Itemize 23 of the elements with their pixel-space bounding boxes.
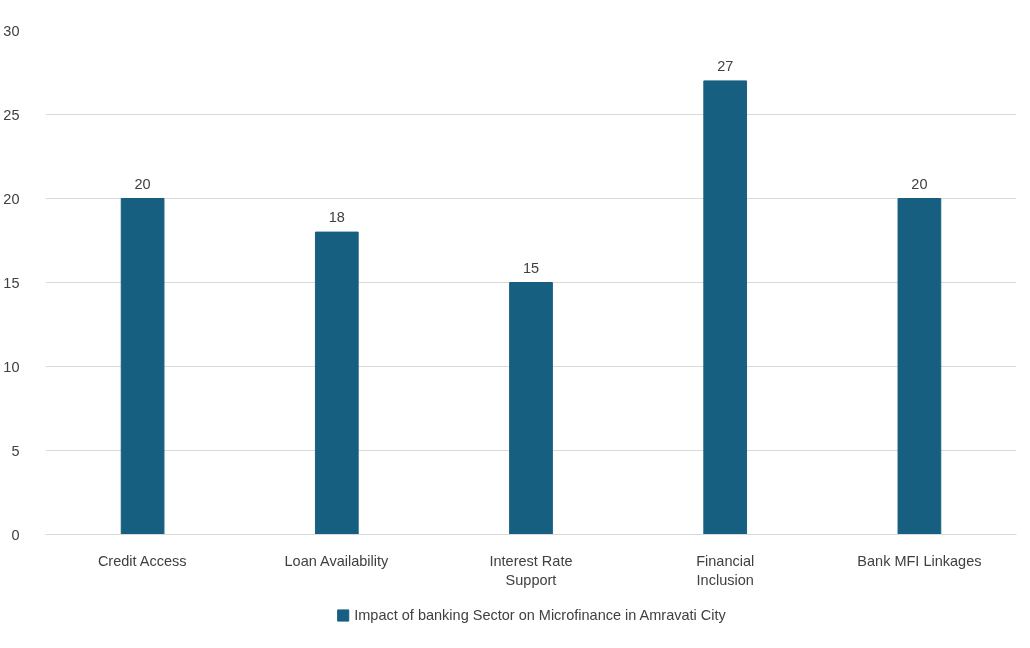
bar <box>120 198 165 535</box>
y-tick-label: 5 <box>11 442 20 459</box>
data-label: 18 <box>328 209 345 226</box>
y-tick-label: 20 <box>3 190 20 207</box>
bar <box>703 80 748 535</box>
y-tick-label: 15 <box>3 274 20 291</box>
x-tick-label: Loan Availability <box>284 552 390 569</box>
data-label: 20 <box>134 175 151 192</box>
data-label: 27 <box>717 57 734 74</box>
x-tick-label: Bank MFI Linkages <box>857 552 982 569</box>
y-tick-label: 0 <box>11 526 20 543</box>
x-tick-label: Interest Rate Support <box>489 552 573 588</box>
x-tick-label: Credit Access <box>97 552 187 569</box>
legend-label: Impact of banking Sector on Microfinance in Amravati City <box>354 607 726 623</box>
y-tick-label: 30 <box>3 22 20 39</box>
bar <box>509 282 553 535</box>
data-label: 15 <box>522 259 540 276</box>
x-tick-label: Financial Inclusion <box>696 552 755 588</box>
y-tick-label: 10 <box>3 358 20 375</box>
data-label: 20 <box>911 175 928 192</box>
bar <box>314 231 359 535</box>
bar <box>897 198 942 535</box>
y-tick-label: 25 <box>3 106 20 123</box>
